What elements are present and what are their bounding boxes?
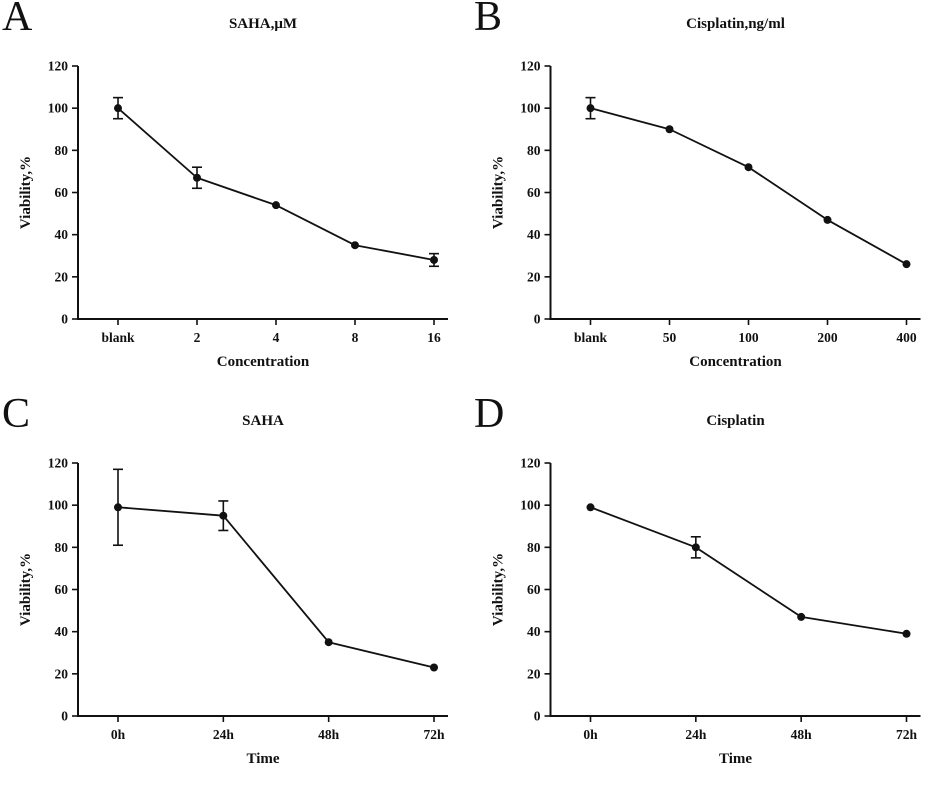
- y-tick-label: 60: [55, 185, 69, 200]
- y-tick-label: 20: [55, 269, 69, 284]
- x-tick-label: blank: [101, 330, 135, 345]
- data-point: [272, 201, 280, 210]
- y-tick-label: 120: [48, 456, 69, 471]
- y-tick-label: 80: [527, 540, 541, 555]
- y-tick-label: 60: [527, 582, 541, 597]
- y-tick-label: 0: [61, 312, 68, 327]
- panel-letter-B: B: [474, 0, 503, 40]
- data-line: [117, 107, 435, 261]
- x-axis-label: Concentration: [217, 354, 310, 370]
- x-axis-label: Concentration: [689, 354, 782, 370]
- data-point: [114, 104, 122, 113]
- x-tick-label: 16: [427, 330, 441, 345]
- y-tick-label: 80: [527, 143, 541, 158]
- data-point: [902, 629, 911, 638]
- x-tick-label: 48h: [791, 727, 813, 742]
- x-tick-label: 72h: [423, 727, 445, 742]
- x-tick-label: 0h: [111, 727, 126, 742]
- panel-letter-C: C: [2, 391, 31, 437]
- y-tick-label: 80: [55, 540, 69, 555]
- panel-letter-A: A: [2, 0, 33, 40]
- x-axis-label: Time: [246, 751, 279, 767]
- chart-saha-concentration: SAHA,μM Viability,% Concentration 0 20 40 60 80…: [18, 16, 448, 370]
- data-point: [586, 104, 595, 113]
- panel-C: C SAHA Viability,% Time 0 20 40 60 80 100 120 0h 24…: [0, 391, 472, 794]
- x-tick-label: 0h: [583, 727, 598, 742]
- y-tick-label: 60: [527, 185, 541, 200]
- x-tick-label: 200: [817, 330, 838, 345]
- chart-title: SAHA: [242, 413, 284, 429]
- y-tick-label: 60: [55, 582, 69, 597]
- data-line: [590, 506, 907, 635]
- y-tick-label: 100: [520, 498, 541, 513]
- data-point: [665, 125, 674, 134]
- x-tick-label: blank: [574, 330, 608, 345]
- y-tick-label: 0: [61, 709, 68, 724]
- data-point: [430, 255, 438, 264]
- y-tick-label: 80: [55, 143, 69, 158]
- panel-D: D Cisplatin Viability,% Time 0 20 40 60 80 100 12…: [472, 391, 945, 794]
- chart-cisplatin-time: Cisplatin Viability,% Time 0 20 40 60 80 100 120 0…: [491, 413, 921, 767]
- y-tick-label: 100: [48, 101, 69, 116]
- data-point: [797, 612, 806, 621]
- y-tick-label: 40: [527, 227, 541, 242]
- y-axis-label: Viability,%: [491, 553, 507, 626]
- y-tick-label: 40: [527, 624, 541, 639]
- x-tick-label: 24h: [213, 727, 235, 742]
- y-tick-label: 20: [55, 666, 69, 681]
- y-tick-label: 120: [520, 456, 541, 471]
- y-tick-label: 0: [534, 709, 541, 724]
- y-axis-label: Viability,%: [491, 156, 507, 229]
- data-point: [586, 503, 595, 512]
- chart-title: SAHA,μM: [229, 16, 297, 32]
- data-point: [324, 638, 333, 647]
- chart-title: Cisplatin: [706, 413, 765, 429]
- y-tick-label: 20: [527, 269, 541, 284]
- x-tick-label: 72h: [896, 727, 918, 742]
- y-tick-label: 0: [534, 312, 541, 327]
- y-tick-label: 20: [527, 666, 541, 681]
- data-line: [117, 506, 435, 669]
- y-axis-label: Viability,%: [18, 156, 34, 229]
- y-tick-label: 120: [520, 59, 541, 74]
- y-tick-label: 100: [48, 498, 69, 513]
- y-tick-label: 40: [55, 227, 69, 242]
- y-tick-label: 40: [55, 624, 69, 639]
- data-point: [193, 173, 201, 182]
- data-point: [691, 543, 700, 552]
- data-line: [590, 107, 907, 265]
- x-tick-label: 100: [738, 330, 759, 345]
- x-tick-label: 48h: [318, 727, 340, 742]
- chart-title: Cisplatin,ng/ml: [686, 16, 785, 32]
- panel-letter-D: D: [474, 391, 505, 437]
- data-point: [351, 241, 359, 250]
- data-point: [902, 260, 911, 269]
- y-tick-label: 100: [520, 101, 541, 116]
- data-point: [823, 215, 832, 224]
- y-axis-label: Viability,%: [18, 553, 34, 626]
- x-tick-label: 2: [194, 330, 201, 345]
- x-tick-label: 24h: [685, 727, 707, 742]
- x-tick-label: 400: [896, 330, 917, 345]
- data-point: [114, 503, 122, 512]
- panel-B: B Cisplatin,ng/ml Viability,% Concentratio…: [472, 0, 945, 397]
- x-tick-label: 4: [273, 330, 280, 345]
- chart-saha-time: SAHA Viability,% Time 0 20 40 60 80 100 120 0h 24h 4…: [18, 413, 448, 767]
- x-tick-label: 8: [352, 330, 359, 345]
- chart-cisplatin-concentration: Cisplatin,ng/ml Viability,% Concentration 0…: [491, 16, 921, 370]
- x-tick-label: 50: [663, 330, 677, 345]
- data-point: [744, 163, 753, 172]
- y-tick-label: 120: [48, 59, 69, 74]
- panel-A: A SAHA,μM Viability,% Concentration 0 20 40 60…: [0, 0, 472, 397]
- data-point: [219, 511, 228, 520]
- x-axis-label: Time: [719, 751, 752, 767]
- data-point: [430, 663, 438, 672]
